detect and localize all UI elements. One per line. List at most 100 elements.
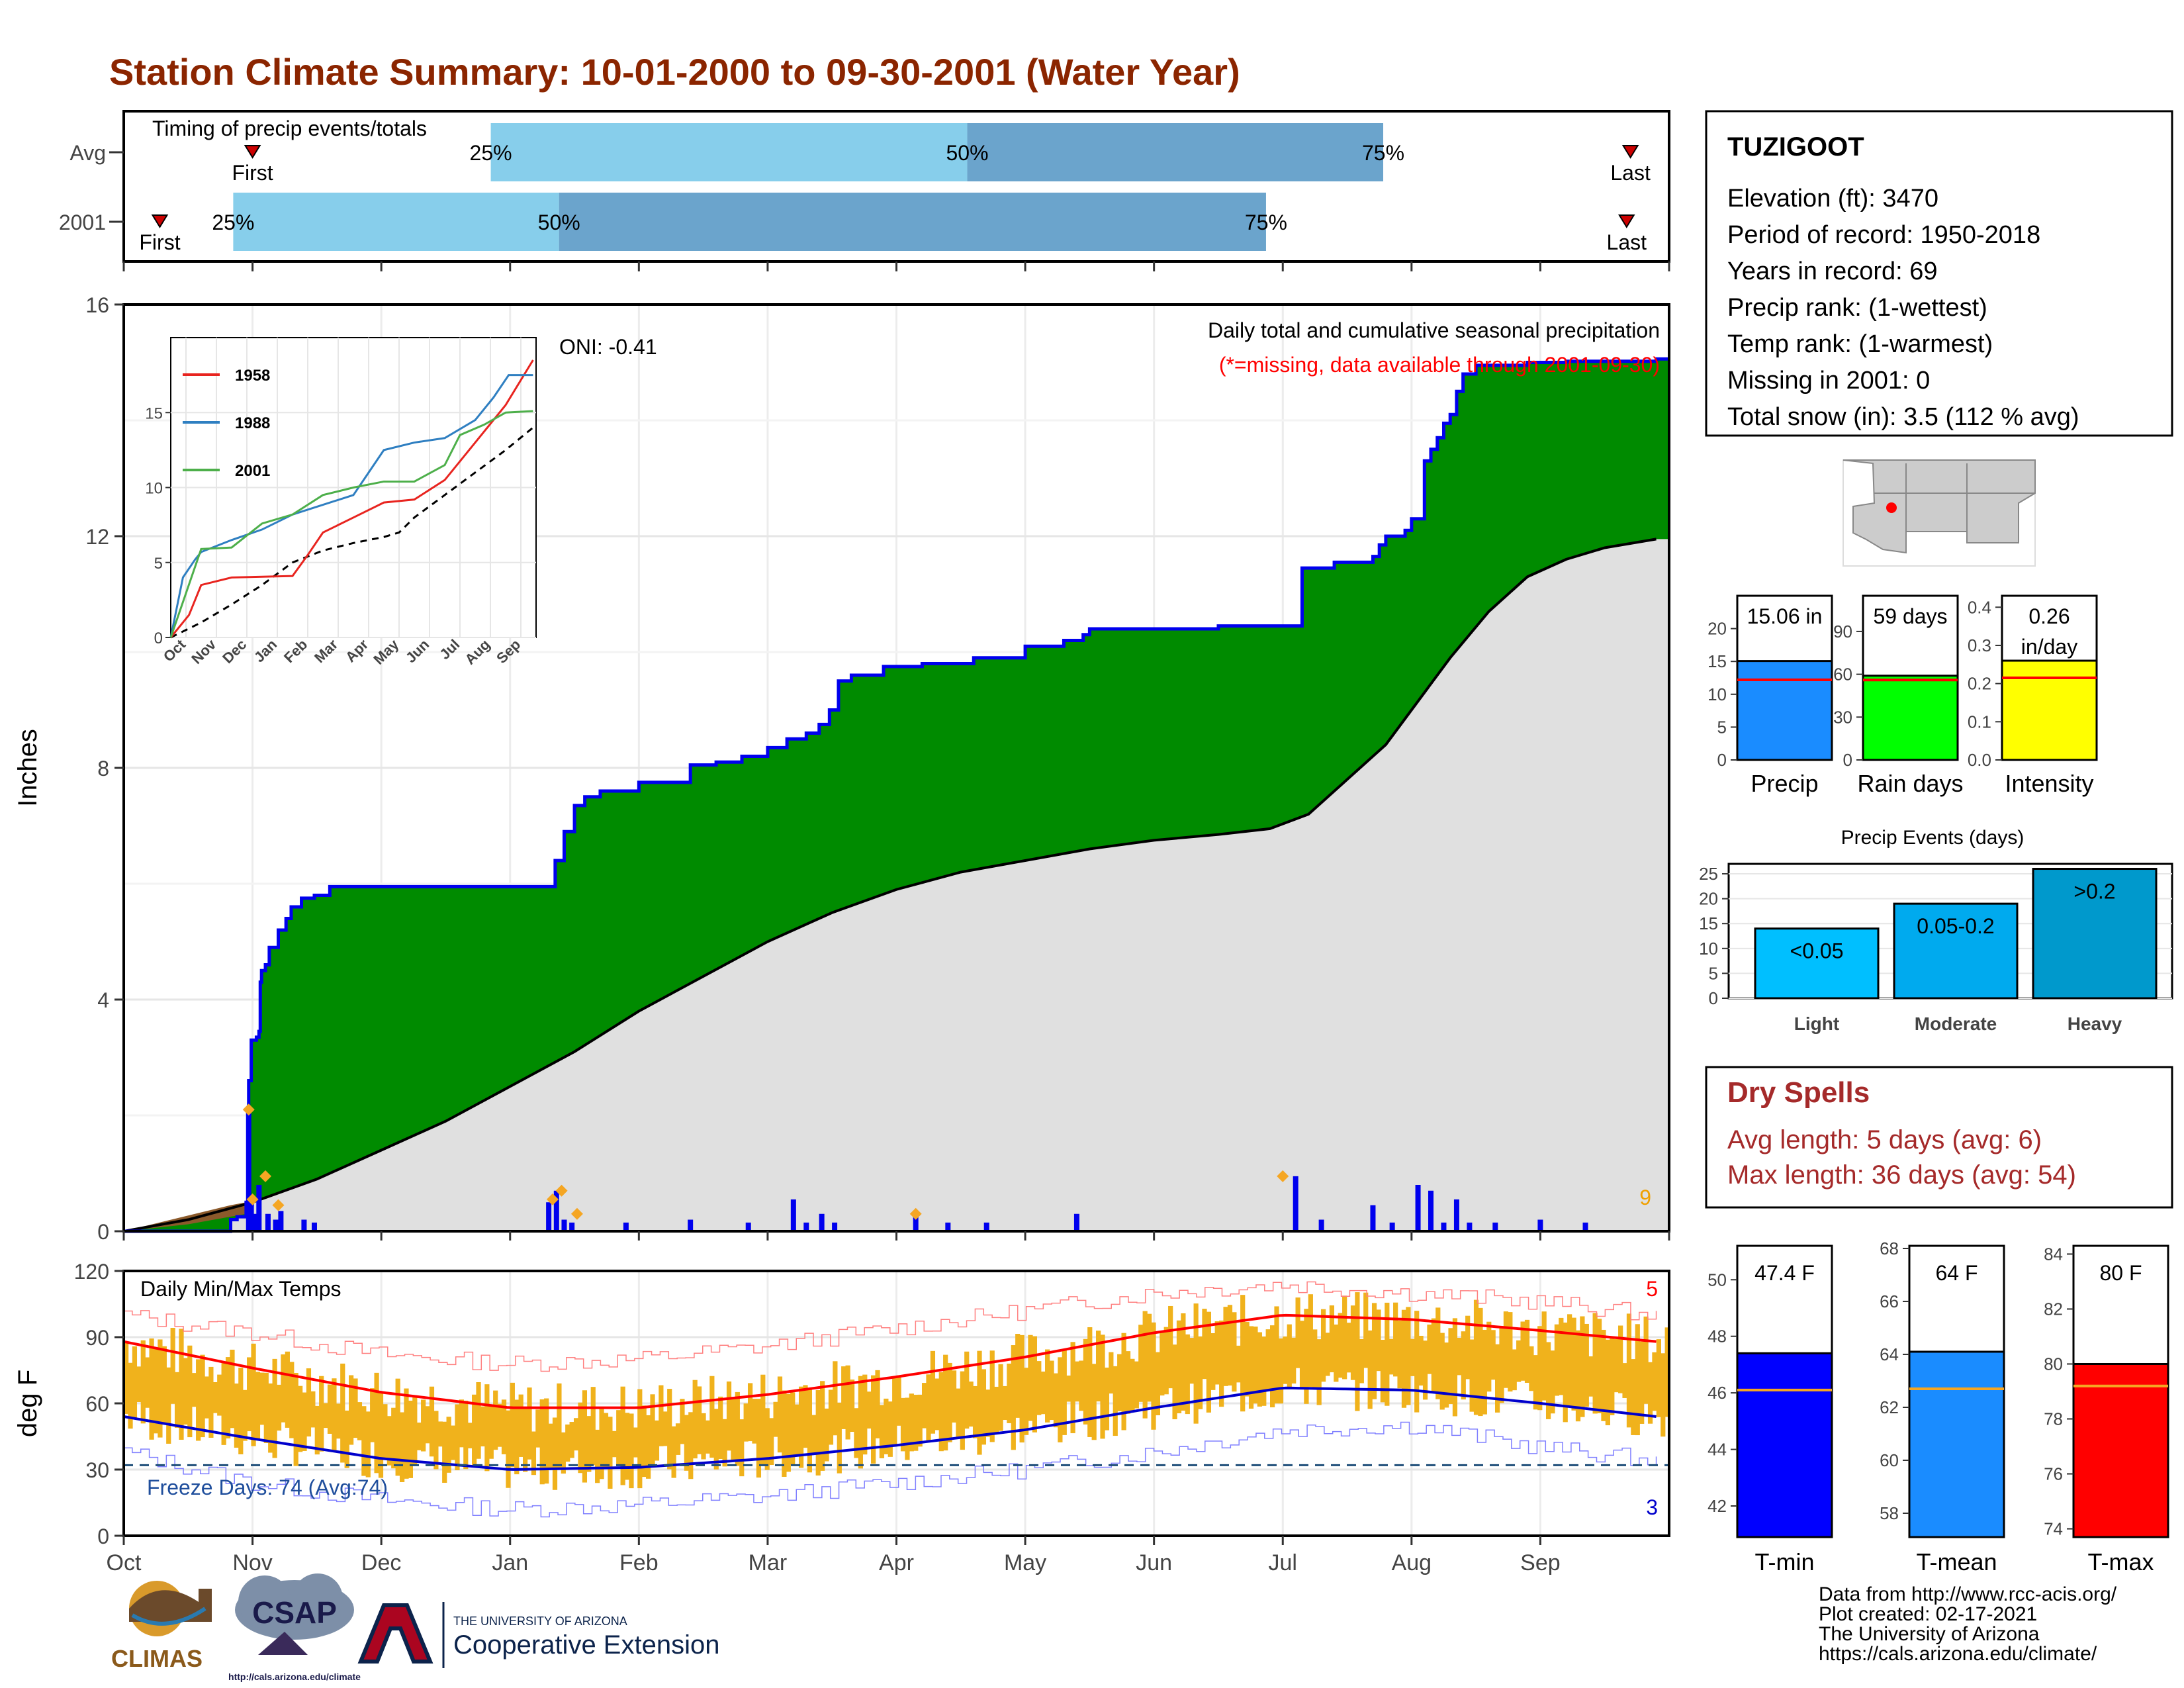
temps-x-tick-label: Dec — [361, 1550, 401, 1575]
daily-temp-bar — [1176, 1320, 1182, 1414]
daily-temp-bar — [921, 1383, 927, 1429]
temps-plot-title: Daily Min/Max Temps — [140, 1277, 341, 1301]
daily-temp-bar — [1410, 1338, 1415, 1376]
daily-temp-bar — [1130, 1358, 1135, 1413]
summary-bar-tick-label: 0.1 — [1968, 712, 1991, 731]
daily-temp-bar — [688, 1412, 694, 1479]
daily-temp-bar — [972, 1385, 978, 1438]
daily-temp-bar — [798, 1386, 804, 1468]
daily-temp-bar — [1533, 1355, 1538, 1410]
missing-marker — [546, 1193, 559, 1205]
daily-temp-bar — [578, 1402, 583, 1474]
daily-precip-bar — [265, 1213, 271, 1231]
temps-y-label: deg F — [13, 1370, 42, 1437]
missing-marker — [1277, 1170, 1289, 1182]
temp-bar-tick-label: 80 — [2044, 1354, 2063, 1374]
deficit-area — [124, 1202, 246, 1231]
daily-temp-bar — [1058, 1357, 1063, 1442]
summary-bar-tick-label: 30 — [1833, 707, 1852, 727]
daily-temp-bar — [650, 1394, 655, 1468]
inset-series-line — [169, 374, 533, 638]
daily-temp-bar — [446, 1417, 451, 1473]
daily-temp-bar — [459, 1399, 464, 1448]
daily-temp-bar — [276, 1384, 282, 1431]
daily-temp-bar — [510, 1382, 515, 1468]
daily-temp-bar — [1529, 1346, 1534, 1391]
daily-temp-bar — [561, 1432, 566, 1474]
daily-temp-bar — [1490, 1330, 1496, 1380]
daily-temp-bar — [1656, 1339, 1661, 1417]
ua-big-text: Cooperative Extension — [453, 1630, 719, 1660]
station-frame — [1705, 110, 2173, 437]
daily-temp-bar — [208, 1366, 214, 1438]
daily-temp-bar — [807, 1389, 813, 1473]
daily-temp-bar — [943, 1354, 948, 1451]
timing-marker-icon — [244, 145, 261, 159]
temps-content — [123, 1281, 1670, 1518]
daily-temp-bar — [1647, 1362, 1653, 1424]
daily-temp-bar — [217, 1374, 222, 1416]
inset-y-tick-label: 5 — [154, 555, 163, 573]
daily-precip-bar — [1441, 1222, 1447, 1231]
timing-pct-label: 75% — [1245, 211, 1287, 234]
record-max-line — [124, 1281, 1657, 1372]
precip-y-tick-label: 8 — [97, 757, 109, 780]
temp-bar-tick-label: 44 — [1707, 1440, 1727, 1460]
summary-bar-tick-label: 15 — [1707, 651, 1727, 671]
events-category-label: Heavy — [2068, 1013, 2122, 1034]
daily-temp-bar — [913, 1395, 919, 1451]
daily-temp-bar — [1431, 1318, 1436, 1392]
daily-temp-bar — [1019, 1335, 1024, 1443]
daily-temp-bar — [1062, 1348, 1067, 1435]
daily-temp-bar — [493, 1390, 498, 1450]
record-low-count: 3 — [1646, 1495, 1658, 1519]
summary-bar-tick-label: 0 — [1717, 750, 1727, 770]
events-y-tick-label: 25 — [1699, 864, 1718, 884]
temps-y-tick-label: 120 — [74, 1260, 109, 1284]
daily-temp-bar — [387, 1416, 392, 1466]
record-high-count: 5 — [1646, 1277, 1658, 1301]
daily-temp-bar — [1461, 1331, 1466, 1400]
precip-y-label: Inches — [13, 729, 42, 807]
daily-temp-bar — [251, 1343, 256, 1446]
daily-temp-bar — [837, 1402, 842, 1474]
daily-precip-bar — [1453, 1199, 1459, 1231]
daily-temp-bar — [404, 1388, 409, 1479]
daily-temp-bar — [1380, 1339, 1386, 1403]
daily-temp-bar — [1639, 1341, 1645, 1424]
events-y-tick-label: 5 — [1709, 963, 1718, 983]
daily-temp-bar — [263, 1372, 269, 1444]
temps-axes: 0 30 60 90 120 Oct Nov Dec Jan Feb Mar Apr May Jun Jul… — [74, 1260, 1561, 1575]
daily-precip-bar — [278, 1211, 284, 1231]
daily-temp-bar — [764, 1408, 770, 1470]
daily-precip-bar — [561, 1219, 567, 1231]
daily-temp-bar — [1610, 1337, 1615, 1415]
summary-bar-tick-label: 0.3 — [1968, 635, 1991, 655]
daily-temp-bar — [1146, 1313, 1152, 1402]
daily-temp-bar — [1117, 1354, 1122, 1411]
daily-temp-bar — [1316, 1339, 1322, 1405]
climas-landscape-icon — [129, 1589, 212, 1622]
daily-temp-bar — [917, 1394, 923, 1447]
daily-temp-bar — [1015, 1334, 1021, 1418]
daily-temp-bar — [531, 1431, 537, 1476]
daily-temp-bar — [416, 1423, 422, 1450]
summary-bar-tick-label: 10 — [1707, 684, 1727, 704]
csap-cloud-icon-right — [293, 1573, 343, 1624]
daily-precip-bar — [803, 1222, 809, 1231]
daily-temp-bar — [1240, 1295, 1246, 1412]
daily-temp-bar — [1448, 1328, 1453, 1404]
daily-temp-bar — [1499, 1326, 1504, 1403]
climas-text: CLIMAS — [111, 1645, 203, 1672]
daily-temp-bar — [361, 1406, 367, 1476]
temp-bar-tick-label: 84 — [2044, 1244, 2063, 1264]
daily-temp-bar — [705, 1420, 711, 1454]
events-y-tick-label: 10 — [1699, 939, 1718, 959]
missing-marker — [272, 1199, 285, 1211]
station-line: Total snow (in): 3.5 (112 % avg) — [1727, 403, 2079, 431]
daily-temp-bar — [637, 1389, 643, 1489]
ua-a-icon — [357, 1603, 433, 1664]
inset-y-tick-label: 15 — [145, 404, 163, 422]
inset-y-tick-label: 0 — [154, 630, 163, 647]
